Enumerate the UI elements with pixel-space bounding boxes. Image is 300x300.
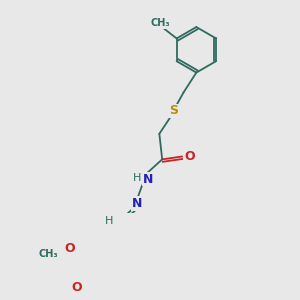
Text: N: N — [131, 197, 142, 210]
Text: N: N — [143, 173, 153, 186]
Text: O: O — [184, 150, 194, 163]
Text: H: H — [105, 215, 114, 226]
Text: CH₃: CH₃ — [39, 249, 58, 259]
Text: CH₃: CH₃ — [150, 19, 170, 28]
Text: H: H — [132, 173, 141, 183]
Text: S: S — [169, 104, 178, 118]
Text: O: O — [72, 281, 82, 294]
Text: O: O — [64, 242, 75, 256]
